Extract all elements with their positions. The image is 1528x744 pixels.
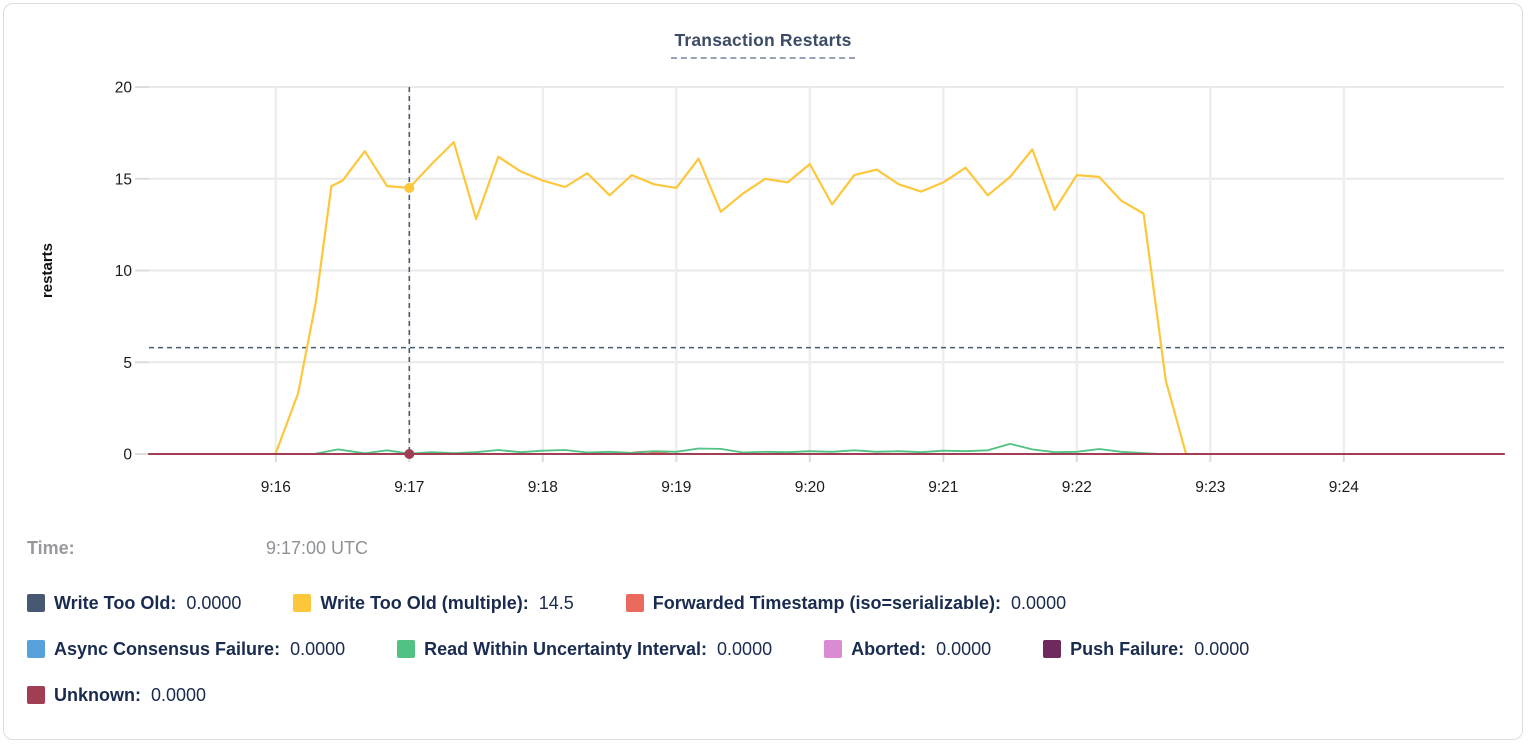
legend-value: 0.0000 bbox=[1194, 638, 1250, 659]
legend-label: Read Within Uncertainty Interval: bbox=[424, 638, 708, 659]
legend-item: Forwarded Timestamp (iso=serializable): 0… bbox=[625, 590, 1067, 616]
legend-label: Write Too Old: bbox=[54, 592, 177, 613]
y-axis-title: restarts bbox=[39, 243, 56, 298]
legend-item: Async Consensus Failure: 0.0000 bbox=[27, 636, 345, 662]
legend-swatch bbox=[1043, 640, 1062, 658]
legend-label: Unknown: bbox=[54, 684, 141, 705]
y-tick-label: 0 bbox=[123, 447, 132, 464]
legend-value: 0.0000 bbox=[936, 638, 992, 659]
x-tick-label: 9:19 bbox=[661, 479, 691, 496]
chart-title-wrap: Transaction Restarts bbox=[4, 30, 1522, 59]
x-tick-label: 9:22 bbox=[1062, 479, 1092, 496]
y-tick-label: 20 bbox=[115, 80, 133, 97]
legend-value: 0.0000 bbox=[717, 638, 773, 659]
legend-swatch bbox=[27, 640, 45, 658]
custom-chart-card: Transaction Restarts 0 5 10 15 20 9:16 9:17 9:1… bbox=[3, 3, 1523, 740]
legend-item: Aborted: 0.0000 bbox=[824, 636, 991, 662]
legend-swatch bbox=[293, 594, 312, 612]
legend-swatch bbox=[27, 686, 45, 704]
legend-item: Unknown: 0.0000 bbox=[27, 682, 206, 708]
legend-item: Push Failure: 0.0000 bbox=[1043, 636, 1249, 662]
x-tick-label: 9:24 bbox=[1329, 479, 1360, 496]
legend-label: Write Too Old (multiple): bbox=[320, 592, 529, 613]
legend-value: 0.0000 bbox=[290, 638, 346, 659]
legend-swatch bbox=[27, 594, 45, 612]
legend-value: 0.0000 bbox=[1011, 592, 1067, 613]
transaction-restarts-chart[interactable]: 0 5 10 15 20 9:16 9:17 9:18 9:19 9:20 9:21 9:22 9:23… bbox=[4, 4, 1528, 509]
chart-title: Transaction Restarts bbox=[671, 30, 855, 59]
hover-time-value: 9:17:00 UTC bbox=[266, 538, 369, 558]
legend-label: Forwarded Timestamp (iso=serializable): bbox=[652, 592, 1002, 613]
y-tick-label: 10 bbox=[115, 263, 133, 280]
x-tick-label: 9:23 bbox=[1195, 479, 1225, 496]
legend-item: Read Within Uncertainty Interval: 0.0000 bbox=[397, 636, 772, 662]
legend-label: Async Consensus Failure: bbox=[54, 638, 281, 659]
hover-time-label: Time: bbox=[27, 538, 75, 558]
hover-time-row: Time: 9:17:00 UTC bbox=[27, 538, 368, 559]
y-tick-label: 5 bbox=[123, 355, 132, 372]
x-tick-label: 9:18 bbox=[528, 479, 558, 496]
x-tick-label: 9:20 bbox=[795, 479, 826, 496]
legend-swatch bbox=[824, 640, 843, 658]
legend-item: Write Too Old: 0.0000 bbox=[27, 590, 241, 616]
legend-value: 0.0000 bbox=[151, 684, 207, 705]
y-tick-label: 15 bbox=[115, 171, 132, 188]
legend-label: Aborted: bbox=[851, 638, 927, 659]
x-tick-label: 9:16 bbox=[261, 479, 291, 496]
hover-marker-unknown bbox=[404, 449, 415, 459]
chart-legend: Write Too Old: 0.0000 Write Too Old (multi… bbox=[27, 590, 1411, 708]
legend-label: Push Failure: bbox=[1070, 638, 1185, 659]
legend-item: Write Too Old (multiple): 14.5 bbox=[293, 590, 574, 616]
x-tick-label: 9:17 bbox=[394, 479, 424, 496]
legend-swatch bbox=[625, 594, 644, 612]
x-tick-label: 9:21 bbox=[928, 479, 958, 496]
legend-swatch bbox=[397, 640, 416, 658]
legend-value: 14.5 bbox=[538, 592, 574, 613]
hover-marker-write-too-old-multiple- bbox=[404, 182, 415, 193]
legend-value: 0.0000 bbox=[186, 592, 242, 613]
series-line-read-within-uncertainty-interval bbox=[314, 442, 1163, 455]
